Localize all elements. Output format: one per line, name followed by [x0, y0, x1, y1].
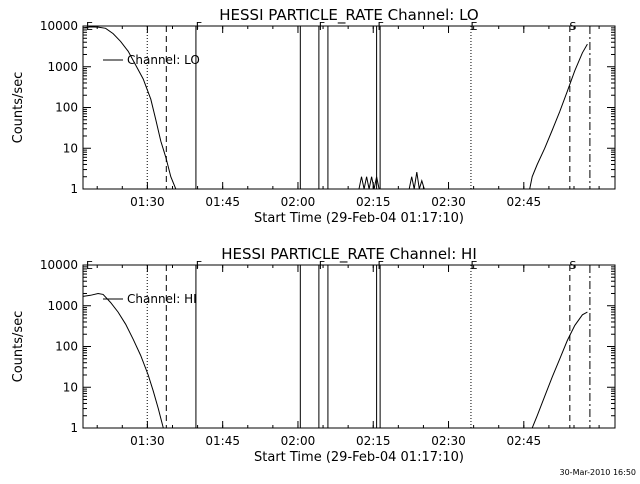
event-marker: E: [86, 20, 93, 33]
event-marker: F: [196, 259, 202, 272]
y-tick-label: 100: [55, 101, 78, 115]
x-tick-label: 01:30: [130, 434, 165, 448]
footer-timestamp: 30-Mar-2010 16:50: [560, 468, 637, 477]
x-tick-label: 02:00: [281, 434, 316, 448]
y-axis-label: Counts/sec: [11, 72, 26, 144]
event-marker: F: [377, 20, 383, 33]
x-tick-label: 02:30: [431, 434, 466, 448]
series-line: [529, 43, 588, 189]
event-marker: F: [319, 259, 325, 272]
legend-label: Channel: HI: [127, 292, 197, 306]
x-tick-label: 01:30: [130, 195, 165, 209]
series-line: [408, 172, 425, 189]
y-tick-label: 1000: [47, 60, 78, 74]
series-line: [83, 26, 177, 189]
y-tick-label: 10000: [40, 19, 78, 33]
chart-title: HESSI PARTICLE_RATE Channel: LO: [219, 6, 478, 25]
y-tick-label: 1000: [47, 299, 78, 313]
x-tick-label: 01:45: [205, 195, 240, 209]
x-axis-label: Start Time (29-Feb-04 01:17:10): [254, 211, 464, 226]
x-tick-label: 01:45: [205, 434, 240, 448]
plot-frame: [82, 25, 616, 190]
y-axis-label: Counts/sec: [11, 311, 26, 383]
y-tick-label: 10: [63, 380, 78, 394]
event-marker: E: [470, 20, 477, 33]
event-marker: E: [86, 259, 93, 272]
y-tick-label: 10000: [40, 258, 78, 272]
event-marker: S: [569, 259, 576, 272]
x-tick-label: 02:15: [356, 195, 391, 209]
event-marker: E: [470, 259, 477, 272]
y-tick-label: 10: [63, 141, 78, 155]
series-line: [531, 311, 588, 428]
x-axis-label: Start Time (29-Feb-04 01:17:10): [254, 450, 464, 465]
event-marker: S: [569, 20, 576, 33]
chart-panel-hi: HESSI PARTICLE_RATE Channel: HI 01:30 01:4…: [11, 245, 616, 465]
series-line: [358, 176, 380, 189]
x-tick-label: 02:45: [507, 195, 542, 209]
chart-title: HESSI PARTICLE_RATE Channel: HI: [221, 245, 477, 264]
x-tick-label: 02:15: [356, 434, 391, 448]
event-marker: F: [319, 20, 325, 33]
x-tick-label: 02:00: [281, 195, 316, 209]
event-marker: F: [377, 259, 383, 272]
x-tick-label: 02:30: [431, 195, 466, 209]
legend-label: Channel: LO: [127, 53, 200, 67]
y-tick-label: 1: [70, 182, 78, 196]
plot-frame: [82, 264, 616, 429]
y-tick-label: 1: [70, 421, 78, 435]
y-tick-label: 100: [55, 340, 78, 354]
series-line: [83, 292, 164, 428]
x-tick-label: 02:45: [507, 434, 542, 448]
chart-panel-lo: HESSI PARTICLE_RATE Channel: LO 01:30 01:4…: [11, 6, 616, 226]
event-marker: F: [196, 20, 202, 33]
